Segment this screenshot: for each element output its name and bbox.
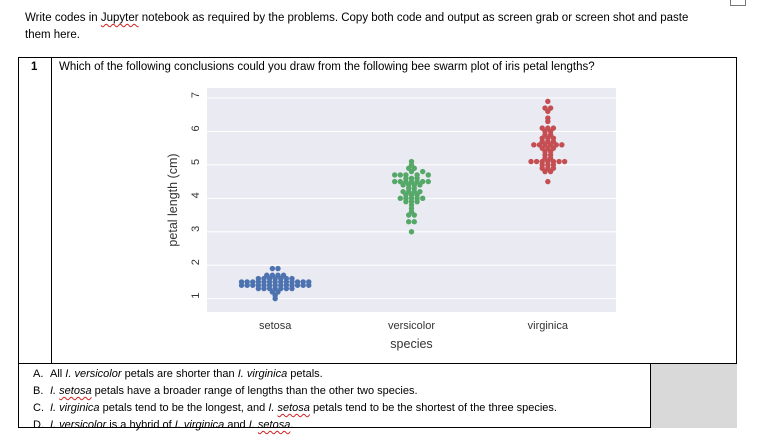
y-tick-label: 4 <box>190 192 202 198</box>
y-tick-label: 5 <box>190 159 202 165</box>
instructions-text-3: them here. <box>25 28 80 41</box>
y-tick-label: 3 <box>190 226 202 232</box>
row-divider <box>19 363 736 364</box>
data-point <box>411 219 417 225</box>
column-divider <box>51 58 52 364</box>
option-letter: C. <box>33 402 44 414</box>
option-text: petals are shorter than <box>121 368 238 380</box>
option-text: and <box>224 419 249 431</box>
data-point <box>275 265 281 272</box>
option-b: B. I. setosa petals have a broader range … <box>33 383 557 400</box>
beeswarm-plot: 1 2 3 4 5 6 7 setosa versicolor virginica species p… <box>166 88 616 351</box>
x-tick-label: setosa <box>259 320 292 332</box>
data-point <box>272 295 278 302</box>
option-text: I. versicolor <box>65 368 122 380</box>
x-tick-label: virginica <box>528 320 569 332</box>
option-text: petals tend to be the longest, and <box>99 402 269 414</box>
data-point <box>406 212 412 218</box>
option-text: All <box>50 368 66 380</box>
option-text: petals. <box>287 368 323 380</box>
data-point <box>414 198 420 205</box>
data-point <box>542 168 548 175</box>
data-point <box>392 172 398 178</box>
data-point <box>283 285 290 292</box>
question-table: 1 Which of the following conclusions cou… <box>18 57 737 431</box>
data-point <box>417 182 423 188</box>
data-point <box>238 282 245 288</box>
data-point <box>545 178 551 185</box>
option-c: C. I. virginica petals tend to be the lon… <box>33 400 557 417</box>
data-point <box>545 118 551 125</box>
option-text: I. virginica <box>237 368 288 380</box>
instructions: Write codes in Jupyter notebook as requi… <box>25 10 740 43</box>
data-point <box>397 172 403 178</box>
data-point <box>392 178 398 185</box>
option-text: petals have a broader range of lengths t… <box>91 385 418 397</box>
option-text: I. virginica <box>174 419 225 431</box>
option-letter: B. <box>33 385 44 397</box>
option-text: setosa <box>257 419 291 431</box>
data-point <box>545 108 551 115</box>
y-tick-label: 1 <box>190 293 202 299</box>
option-text: I. <box>248 419 258 431</box>
option-text: I. <box>50 385 60 397</box>
data-point <box>255 285 262 292</box>
answer-cell[interactable] <box>651 364 737 428</box>
option-text: I. virginica <box>50 402 100 414</box>
data-point <box>556 158 562 165</box>
data-point <box>306 282 312 288</box>
data-point <box>420 168 426 175</box>
instructions-text-2: notebook as required by the problems. Co… <box>138 12 689 24</box>
data-point <box>250 282 256 288</box>
option-text: I. <box>268 402 278 414</box>
data-point <box>547 168 554 175</box>
data-point <box>261 285 267 292</box>
jupyter-word: Jupyter <box>100 12 139 24</box>
data-point <box>559 142 565 148</box>
option-text: petals tend to be the shortest of the th… <box>309 402 557 414</box>
question-text: Which of the following conclusions could… <box>59 61 595 73</box>
x-tick-label: versicolor <box>388 320 435 332</box>
y-tick-label: 7 <box>190 92 202 98</box>
data-point <box>531 142 537 148</box>
data-point <box>408 168 415 175</box>
data-point <box>294 282 301 288</box>
answer-options: A. All I. versicolor petals are shorter t… <box>33 366 557 434</box>
data-point <box>403 198 409 205</box>
option-text: is a hybrid of <box>106 419 175 431</box>
option-text: setosa <box>59 385 92 397</box>
option-letter: D. <box>33 419 44 431</box>
y-axis-label: petal length (cm) <box>166 153 180 246</box>
data-point <box>411 212 417 218</box>
option-text: I. versicolor <box>50 419 107 431</box>
data-point <box>397 195 403 202</box>
data-point <box>425 172 431 178</box>
data-point <box>561 158 568 165</box>
option-text: . <box>290 419 294 431</box>
data-point <box>289 285 295 292</box>
data-point <box>244 282 250 288</box>
page-corner-marker <box>730 0 746 6</box>
data-point <box>533 158 540 165</box>
data-point <box>545 98 551 105</box>
answer-cell-divider <box>650 363 651 427</box>
option-a: A. All I. versicolor petals are shorter t… <box>33 366 557 383</box>
data-point <box>528 158 534 165</box>
data-point <box>408 229 415 235</box>
data-point <box>406 219 412 225</box>
data-point <box>425 178 431 185</box>
x-axis-label: species <box>390 337 432 351</box>
option-d: D. I. versicolor is a hybrid of I. virgin… <box>33 417 557 434</box>
question-number: 1 <box>31 61 38 73</box>
data-point <box>269 265 276 272</box>
y-tick-label: 2 <box>190 259 202 265</box>
option-letter: A. <box>33 368 44 380</box>
data-point <box>300 282 306 288</box>
data-point <box>400 182 406 188</box>
option-text: setosa <box>277 402 310 414</box>
data-point <box>420 195 426 202</box>
y-tick-label: 6 <box>190 125 202 131</box>
instructions-text-1: Write codes in <box>25 12 101 24</box>
